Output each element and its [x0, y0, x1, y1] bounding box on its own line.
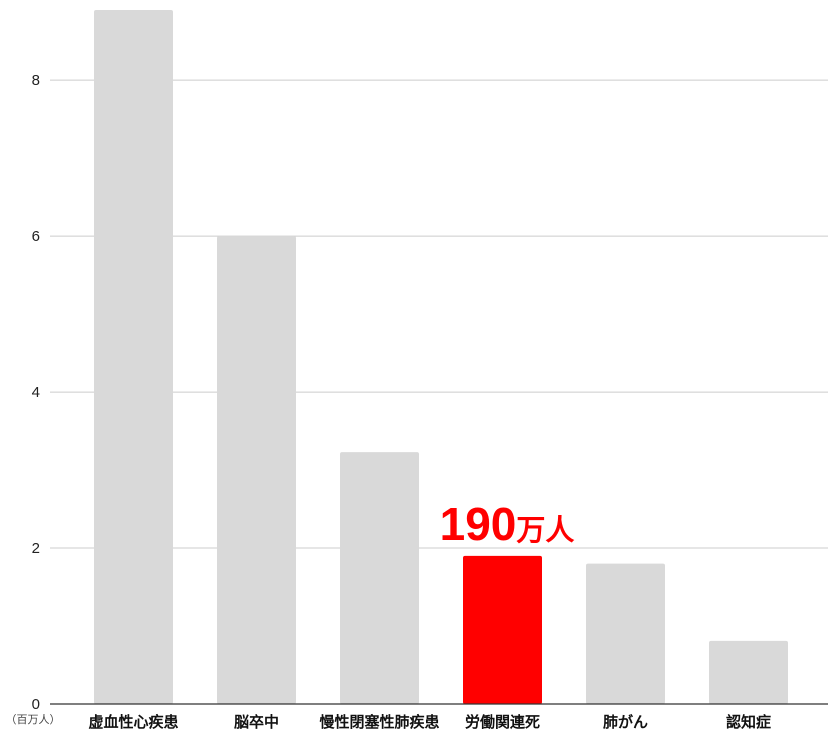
y-tick-label: 2 [32, 540, 40, 557]
bar-6 [709, 640, 788, 704]
bar-4 [463, 555, 542, 704]
x-tick-label: 認知症 [726, 713, 771, 731]
bar-2 [217, 236, 296, 704]
y-unit-label: （百万人） [6, 713, 61, 726]
x-tick-label: 脳卒中 [234, 713, 279, 731]
x-tick-labels: 虚血性心疾患 脳卒中 慢性閉塞性肺疾患 労働関連死 肺がん 認知症 [88, 713, 771, 731]
bar-5 [586, 563, 665, 704]
y-tick-label: 4 [32, 384, 40, 401]
bars [94, 10, 788, 704]
x-tick-label: 虚血性心疾患 [88, 713, 178, 731]
y-tick-label: 6 [32, 228, 40, 245]
highlight-annotation: 190万人 [440, 498, 575, 550]
highlight-annotation-unit: 万人 [516, 513, 574, 547]
bar-1 [94, 10, 173, 704]
gridlines [50, 79, 828, 549]
highlight-annotation-number: 190 [440, 498, 517, 550]
y-tick-labels: 0 2 4 6 8 [32, 72, 40, 713]
y-tick-label: 0 [32, 696, 40, 713]
x-tick-label: 労働関連死 [465, 713, 540, 731]
x-tick-label: 肺がん [603, 713, 648, 731]
x-tick-label: 慢性閉塞性肺疾患 [319, 713, 439, 731]
bar-3 [340, 452, 419, 704]
y-tick-label: 8 [32, 72, 40, 89]
